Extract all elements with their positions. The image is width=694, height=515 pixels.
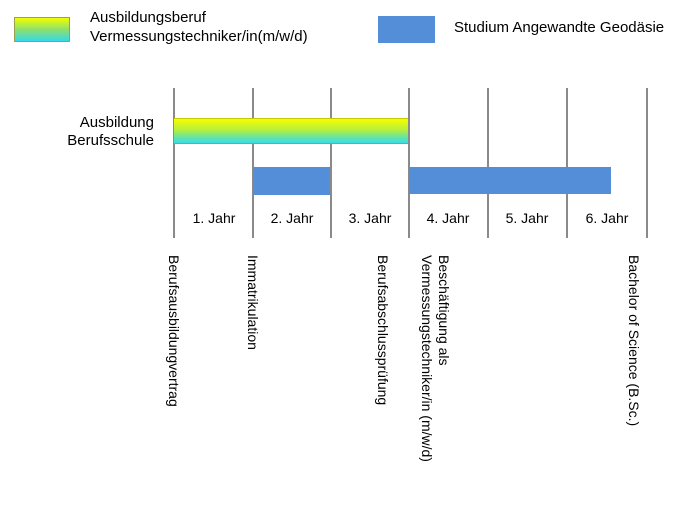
row-label-ausbildung: Ausbildung Berufsschule (67, 114, 154, 150)
legend-label-line1: Ausbildungsberuf (90, 9, 206, 26)
milestone-berufsausbildungsvertrag: Berufsausbildungvertrag (166, 255, 182, 407)
bar-ausbildung (174, 118, 408, 144)
milestone-beschaeftigung: Beschäftigung als Vermessungstechniker/i… (418, 255, 452, 462)
legend-swatch-studium (378, 16, 435, 43)
year-label-3: 3. Jahr (348, 210, 392, 226)
year-label-4: 4. Jahr (426, 210, 470, 226)
grid-line-1 (173, 88, 175, 238)
legend-label-studium: Studium Angewandte Geodäsie (454, 19, 665, 36)
grid-line-2 (252, 88, 254, 238)
milestone-bachelor: Bachelor of Science (B.Sc.) (626, 255, 642, 427)
milestone-berufsabschlusspruefung: Berufsabschlussprüfung (375, 255, 391, 406)
grid-line-5 (487, 88, 489, 238)
year-label-5: 5. Jahr (505, 210, 549, 226)
milestone-beschaeftigung-line1: Beschäftigung als (436, 255, 452, 366)
legend-label-ausbildung: Ausbildungsberuf Vermessungstechniker/in… (90, 8, 308, 46)
legend-swatch-ausbildung (14, 17, 70, 42)
legend-label-line2: Vermessungstechniker/in(m/w/d) (90, 28, 308, 45)
grid-line-6 (566, 88, 568, 238)
year-label-2: 2. Jahr (270, 210, 314, 226)
bar-studium-1 (253, 167, 330, 195)
grid-line-7 (646, 88, 648, 238)
row-label-line1: Ausbildung (79, 114, 154, 131)
year-label-6: 6. Jahr (585, 210, 629, 226)
milestone-immatrikulation: Immatrikulation (245, 255, 261, 350)
year-label-1: 1. Jahr (192, 210, 236, 226)
grid-line-3 (330, 88, 332, 238)
row-label-line2: Berufsschule (67, 132, 154, 149)
bar-studium-2 (409, 167, 611, 194)
milestone-beschaeftigung-line2: Vermessungstechniker/in (m/w/d) (419, 255, 435, 462)
grid-line-4 (408, 88, 410, 238)
